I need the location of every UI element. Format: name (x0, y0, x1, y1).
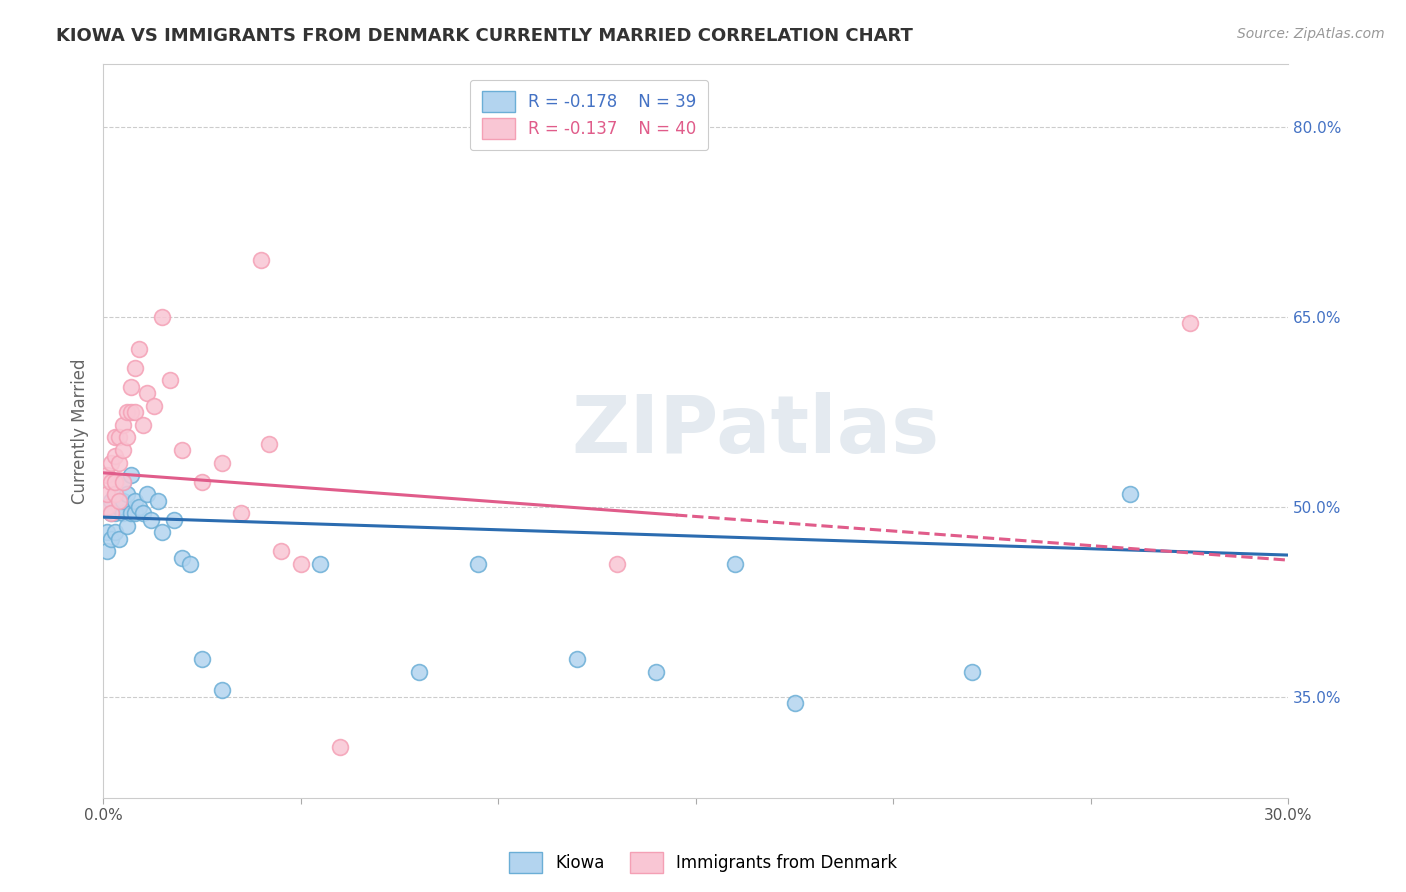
Point (104, 506, 127, 520)
Point (108, 500, 131, 514)
Text: Source: ZipAtlas.com: Source: ZipAtlas.com (1237, 27, 1385, 41)
Point (120, 380, 142, 394)
Point (447, 816, 470, 830)
Point (124, 405, 146, 419)
Point (250, 253, 273, 268)
Point (1178, 317, 1201, 331)
Point (408, 665, 430, 679)
Point (104, 475, 127, 489)
Point (120, 468, 142, 483)
Point (645, 665, 668, 679)
Point (115, 430, 138, 444)
Point (111, 475, 134, 489)
Point (104, 450, 127, 464)
Point (1119, 487, 1142, 501)
Point (111, 475, 134, 489)
Point (191, 652, 214, 666)
Point (115, 519, 138, 533)
Point (309, 557, 332, 571)
Point (128, 500, 150, 514)
Point (159, 374, 181, 388)
Point (290, 557, 312, 571)
Point (96, 500, 118, 514)
Point (100, 456, 122, 470)
Point (172, 550, 194, 565)
Point (131, 417, 153, 432)
Point (567, 652, 589, 666)
Point (724, 557, 747, 571)
Point (111, 443, 134, 458)
Point (111, 506, 134, 520)
Point (124, 506, 146, 520)
Point (131, 506, 153, 520)
Point (115, 405, 138, 419)
Point (152, 525, 174, 540)
Point (962, 665, 984, 679)
Point (104, 487, 127, 501)
Text: ZIPatlas: ZIPatlas (571, 392, 939, 470)
Point (100, 506, 122, 520)
Point (172, 443, 194, 458)
Point (128, 342, 150, 356)
Point (96, 487, 118, 501)
Point (96, 525, 118, 540)
Point (96, 468, 118, 483)
Point (108, 430, 131, 444)
Point (96, 544, 118, 558)
Point (124, 360, 146, 375)
Point (179, 557, 201, 571)
Point (111, 417, 134, 432)
Point (108, 493, 131, 508)
Point (329, 740, 352, 755)
Point (231, 506, 253, 520)
Point (257, 436, 280, 450)
Point (100, 506, 122, 520)
Point (104, 525, 127, 540)
Point (111, 493, 134, 508)
Y-axis label: Currently Married: Currently Married (72, 359, 89, 504)
Point (191, 475, 214, 489)
Point (120, 506, 142, 520)
Point (211, 456, 233, 470)
Point (100, 475, 122, 489)
Legend: Kiowa, Immigrants from Denmark: Kiowa, Immigrants from Denmark (502, 846, 904, 880)
Point (148, 493, 170, 508)
Point (467, 557, 489, 571)
Point (135, 386, 157, 401)
Point (108, 532, 131, 546)
Point (163, 513, 186, 527)
Point (139, 513, 162, 527)
Legend: R = -0.178    N = 39, R = -0.137    N = 40: R = -0.178 N = 39, R = -0.137 N = 40 (470, 79, 709, 151)
Point (606, 557, 628, 571)
Point (104, 487, 127, 501)
Point (108, 456, 131, 470)
Point (120, 405, 142, 419)
Point (100, 493, 122, 508)
Point (143, 399, 166, 413)
Text: KIOWA VS IMMIGRANTS FROM DENMARK CURRENTLY MARRIED CORRELATION CHART: KIOWA VS IMMIGRANTS FROM DENMARK CURRENT… (56, 27, 912, 45)
Point (135, 487, 157, 501)
Point (115, 487, 138, 501)
Point (100, 532, 122, 546)
Point (104, 430, 127, 444)
Point (124, 493, 146, 508)
Point (211, 683, 233, 698)
Point (152, 310, 174, 325)
Point (270, 544, 292, 558)
Point (783, 696, 806, 710)
